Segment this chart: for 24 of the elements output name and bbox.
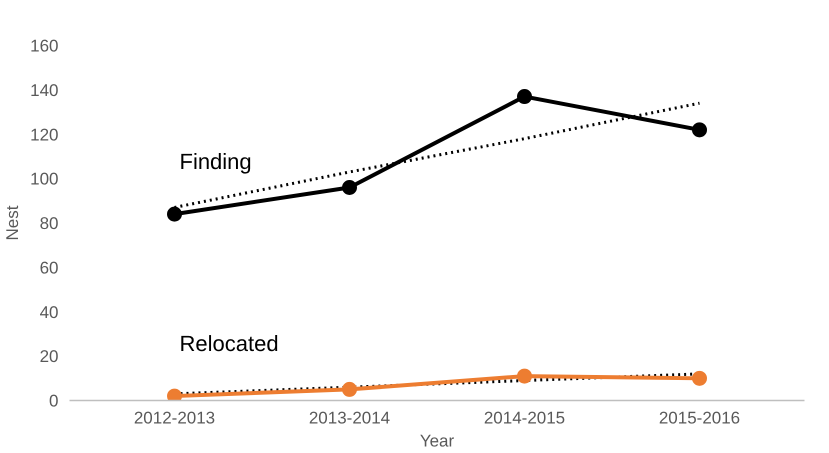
point xyxy=(517,89,532,104)
y-tick-label: 100 xyxy=(30,170,59,189)
series-label: Relocated xyxy=(180,331,279,356)
x-tick-label: 2012-2013 xyxy=(134,408,216,428)
y-tick-label: 40 xyxy=(40,302,59,322)
y-tick-label: 60 xyxy=(40,258,59,278)
point xyxy=(692,370,707,386)
point xyxy=(342,382,357,397)
point xyxy=(342,180,357,195)
y-tick-label: 20 xyxy=(40,347,59,366)
series-label: Finding xyxy=(180,149,252,174)
y-tick-label: 0 xyxy=(49,392,59,410)
y-tick-label: 80 xyxy=(40,214,59,233)
x-tick-label: 2015-2016 xyxy=(658,408,740,428)
point xyxy=(517,368,532,384)
y-axis-title: Nest xyxy=(3,205,22,240)
x-tick-label: 2013-2014 xyxy=(308,408,390,428)
x-tick-label: 2014-2015 xyxy=(484,408,566,428)
y-tick-label: 140 xyxy=(30,80,59,100)
y-tick-label: 160 xyxy=(30,36,59,56)
y-tick-label: 120 xyxy=(30,125,59,144)
point xyxy=(167,206,182,222)
point xyxy=(692,122,707,138)
x-axis-title: Year xyxy=(420,432,455,450)
